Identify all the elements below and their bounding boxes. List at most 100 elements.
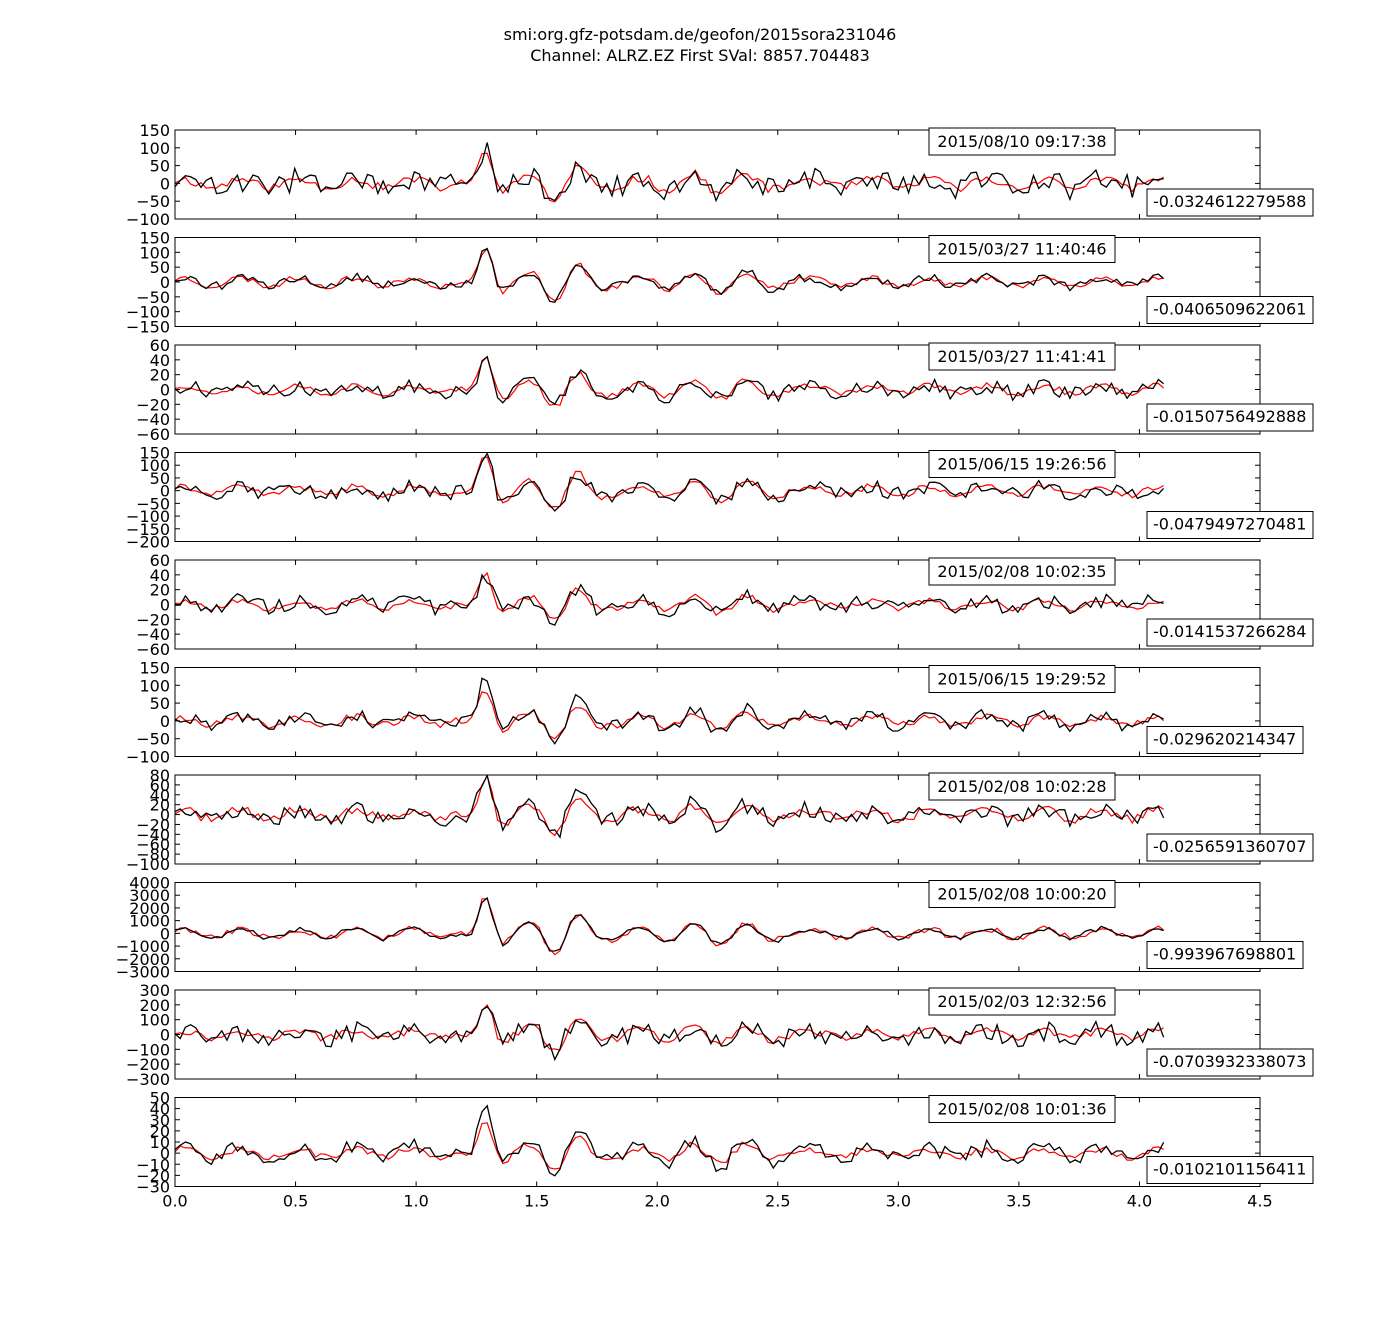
y-tick-label: 60 — [150, 776, 170, 795]
date-label: 2015/08/10 09:17:38 — [937, 132, 1106, 151]
date-label: 2015/02/08 10:02:35 — [937, 562, 1106, 581]
observed-trace — [175, 775, 1165, 839]
panel-frame — [174, 774, 1261, 865]
value-label: -0.0703932338073 — [1153, 1052, 1306, 1071]
observed-trace — [175, 1104, 1165, 1177]
y-tick-label: −150 — [126, 520, 170, 539]
y-tick-label: 0 — [160, 1026, 170, 1045]
reference-trace — [175, 691, 1165, 740]
chart-title-line-2: Channel: ALRZ.EZ First SVal: 8857.704483 — [530, 46, 870, 65]
y-tick-label: 20 — [150, 366, 170, 385]
date-label-box: 2015/02/08 10:01:36 — [928, 1095, 1116, 1123]
y-tick-label: 20 — [150, 796, 170, 815]
y-tick-label: 50 — [150, 469, 170, 488]
observed-trace — [175, 452, 1165, 512]
reference-trace — [175, 152, 1164, 203]
y-tick-label: −40 — [136, 410, 170, 429]
x-tick-label: 3.5 — [1006, 1192, 1031, 1211]
x-tick-label: 1.5 — [524, 1192, 549, 1211]
value-label-box: -0.0479497270481 — [1146, 511, 1314, 539]
y-tick-label: 0 — [160, 381, 170, 400]
y-tick-label: −60 — [136, 425, 170, 444]
panel-frame — [174, 667, 1261, 757]
date-label: 2015/06/15 19:26:56 — [937, 455, 1106, 474]
x-tick-label: 3.0 — [886, 1192, 911, 1211]
y-tick-label: −200 — [126, 533, 170, 552]
y-tick-label: 50 — [150, 157, 170, 176]
y-tick-label: 200 — [139, 996, 170, 1015]
date-label-box: 2015/06/15 19:26:56 — [928, 450, 1116, 478]
value-label: -0.0324612279588 — [1153, 192, 1306, 211]
y-tick-label: −60 — [136, 640, 170, 659]
y-tick-label: 100 — [139, 676, 170, 695]
y-tick-label: 150 — [139, 229, 170, 248]
y-tick-label: 20 — [150, 1122, 170, 1141]
chart-title-line-1: smi:org.gfz-potsdam.de/geofon/2015sora23… — [504, 25, 897, 44]
y-tick-label: 50 — [150, 258, 170, 277]
y-tick-label: 40 — [150, 351, 170, 370]
y-tick-label: 300 — [139, 981, 170, 1000]
y-tick-label: 150 — [139, 659, 170, 678]
panel-frame — [174, 1097, 1261, 1187]
y-tick-label: 20 — [150, 581, 170, 600]
panel-frame — [174, 559, 1261, 650]
observed-trace — [175, 573, 1164, 626]
x-tick-label: 0.0 — [162, 1192, 187, 1211]
y-tick-label: −100 — [126, 748, 170, 767]
date-label-box: 2015/03/27 11:41:41 — [928, 342, 1116, 371]
observed-trace — [175, 355, 1165, 406]
y-tick-label: 150 — [139, 121, 170, 140]
observed-trace — [175, 247, 1165, 304]
value-label-box: -0.993967698801 — [1146, 941, 1304, 969]
y-tick-label: −60 — [136, 835, 170, 854]
y-tick-label: 100 — [139, 1011, 170, 1030]
date-label-box: 2015/08/10 09:17:38 — [928, 127, 1116, 156]
y-tick-label: −30 — [136, 1178, 170, 1197]
y-tick-label: 0 — [160, 712, 170, 731]
date-label: 2015/03/27 11:40:46 — [937, 240, 1106, 259]
date-label-box: 2015/06/15 19:29:52 — [928, 665, 1116, 693]
y-tick-label: 10 — [150, 1133, 170, 1152]
y-tick-label: −100 — [126, 1040, 170, 1059]
y-tick-label: 30 — [150, 1111, 170, 1130]
y-tick-label: −50 — [136, 730, 170, 749]
reference-trace — [175, 775, 1164, 837]
panel-frame — [174, 882, 1261, 972]
y-tick-label: 3000 — [129, 886, 170, 905]
y-tick-label: 0 — [160, 273, 170, 292]
reference-trace — [175, 247, 1164, 302]
observed-trace — [175, 896, 1164, 952]
date-label: 2015/02/08 10:01:36 — [937, 1100, 1106, 1119]
y-tick-label: −50 — [136, 288, 170, 307]
value-label-box: -0.0256591360707 — [1146, 833, 1314, 862]
y-tick-label: −40 — [136, 825, 170, 844]
reference-trace — [175, 1122, 1164, 1170]
value-label: -0.0141537266284 — [1153, 622, 1306, 641]
value-label-box: -0.0703932338073 — [1146, 1048, 1314, 1077]
panel-frame — [174, 452, 1261, 542]
x-tick-label: 4.0 — [1127, 1192, 1152, 1211]
y-tick-label: 0 — [160, 174, 170, 193]
date-label-box: 2015/02/08 10:02:35 — [928, 557, 1116, 586]
y-tick-label: −100 — [126, 507, 170, 526]
y-tick-label: −1000 — [116, 937, 170, 956]
value-label: -0.0406509622061 — [1153, 300, 1306, 319]
y-tick-label: 100 — [139, 139, 170, 158]
y-tick-label: −50 — [136, 494, 170, 513]
y-tick-label: −100 — [126, 303, 170, 322]
y-tick-label: −10 — [136, 1155, 170, 1174]
panel-frame — [174, 344, 1261, 435]
y-tick-label: 100 — [139, 456, 170, 475]
panel-frame — [174, 237, 1261, 327]
date-label-box: 2015/02/03 12:32:56 — [928, 987, 1116, 1016]
value-label: -0.0150756492888 — [1153, 407, 1306, 426]
